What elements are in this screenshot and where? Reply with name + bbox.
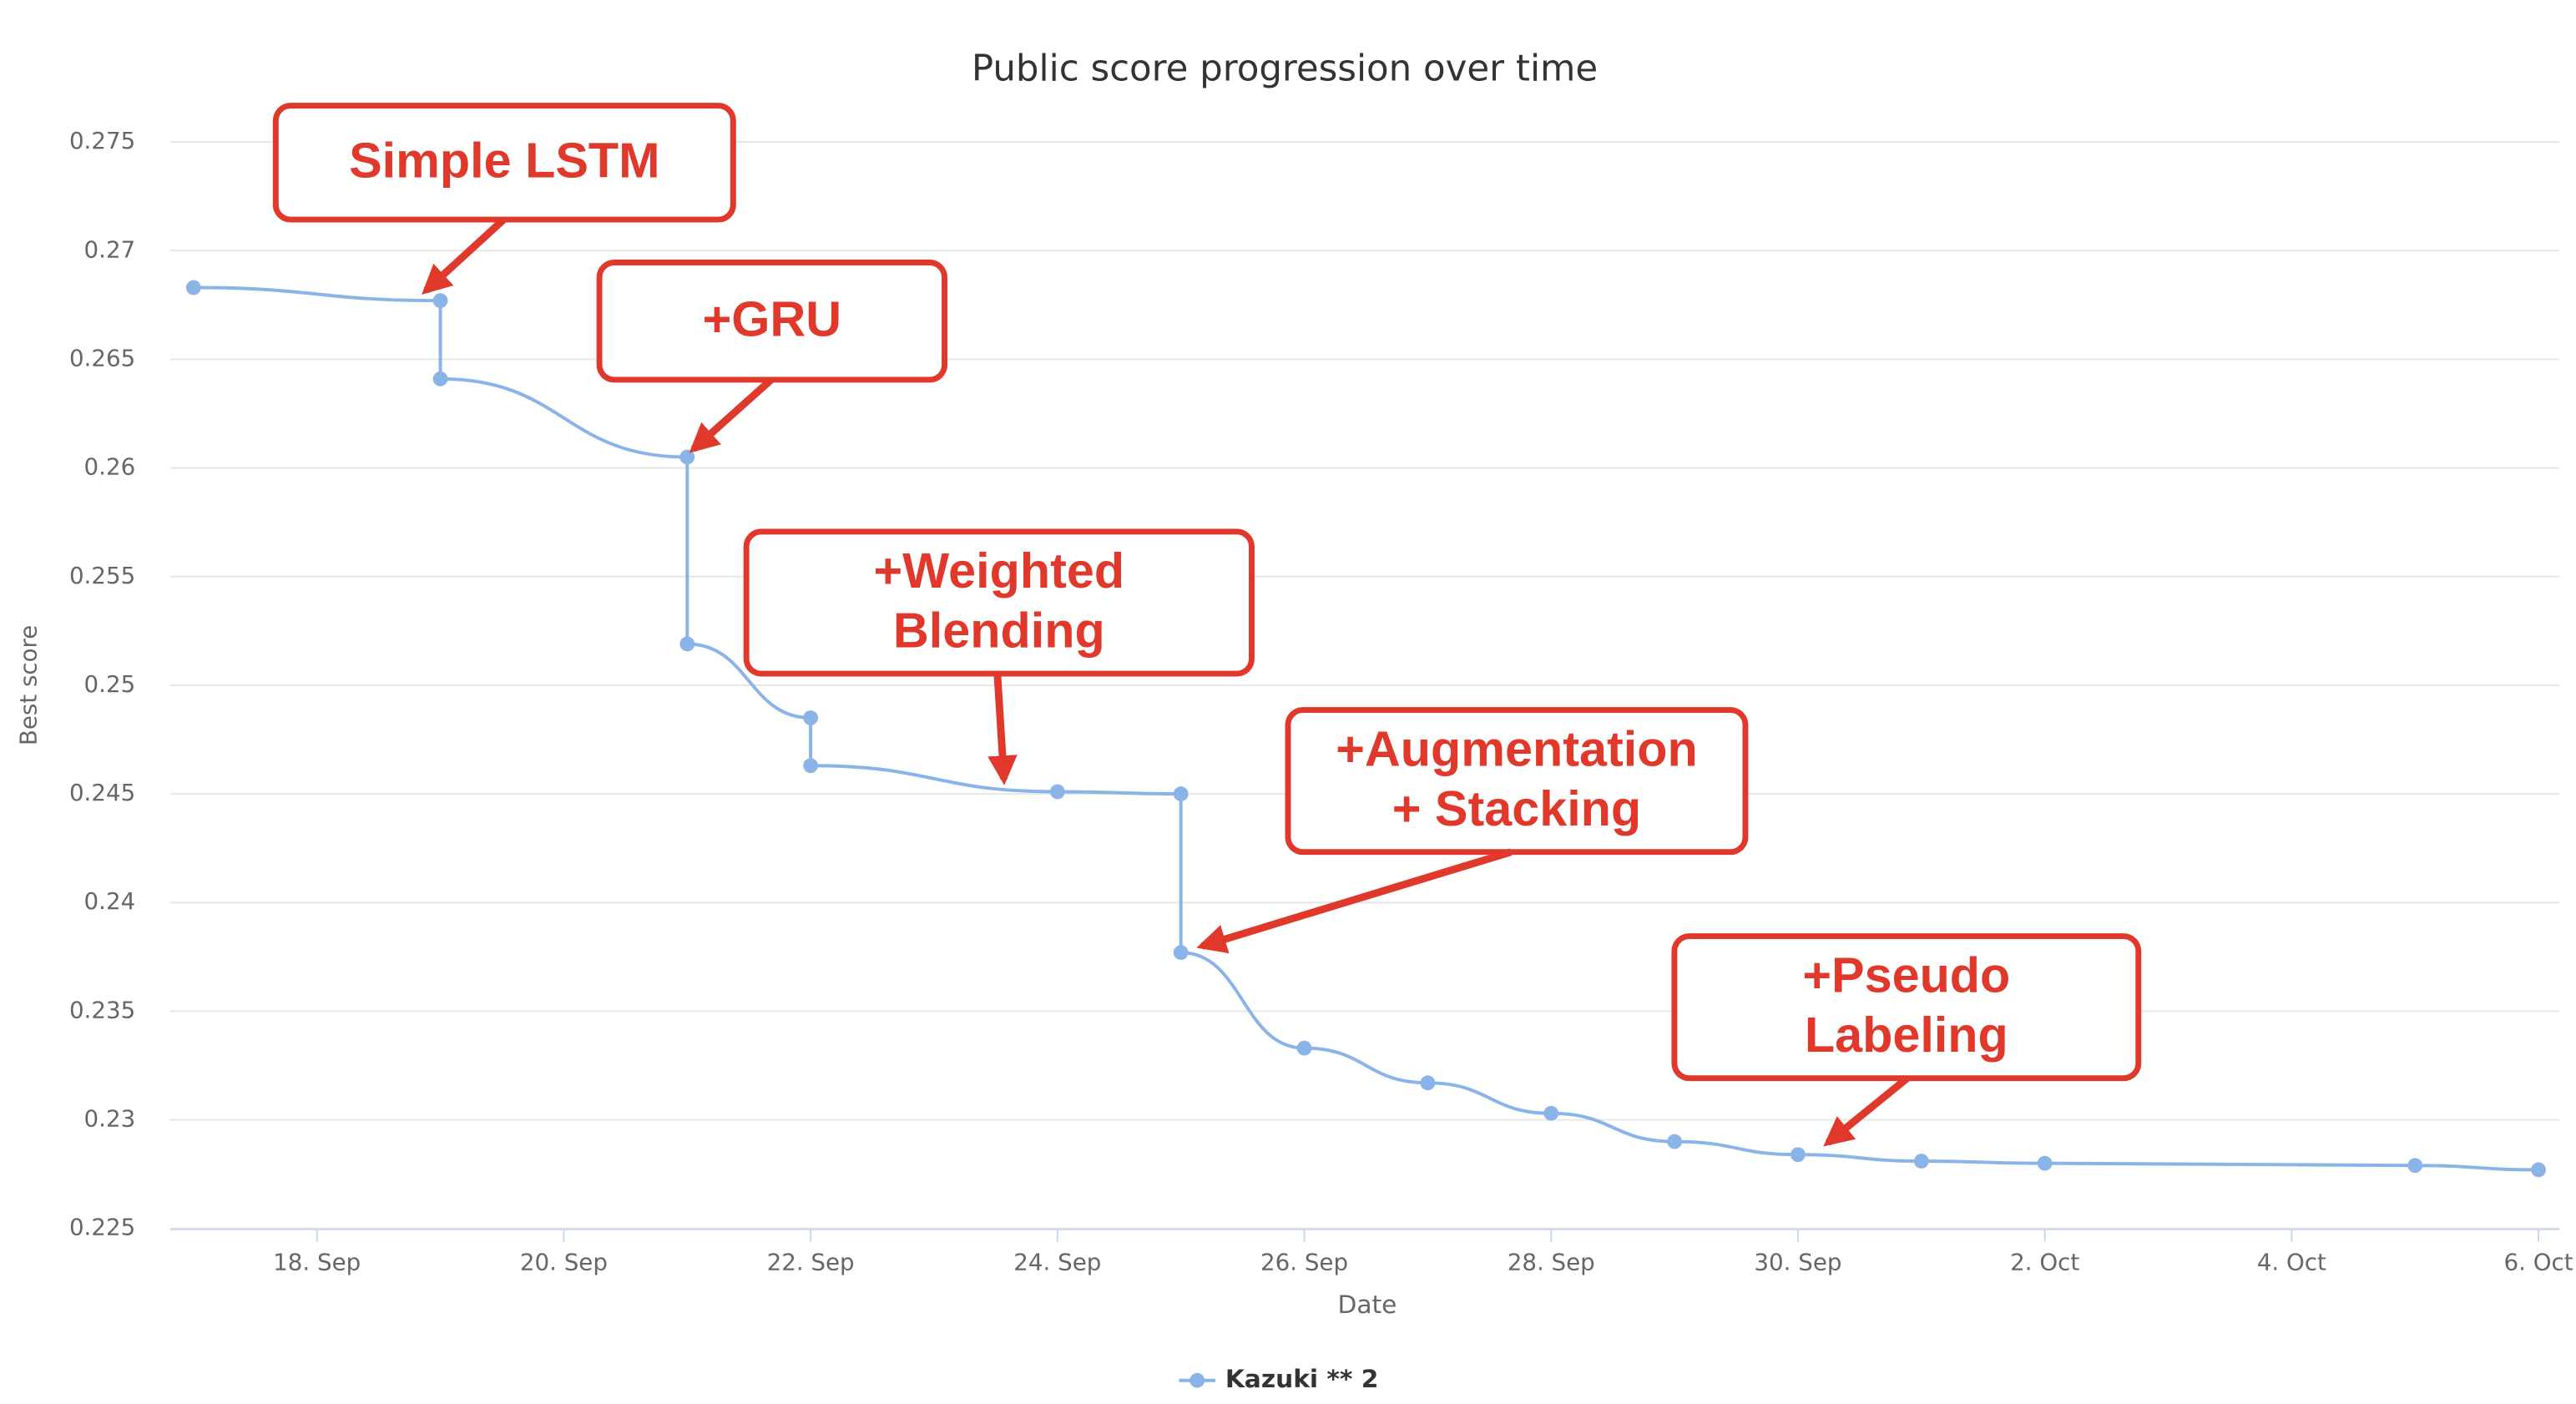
data-point bbox=[1913, 1154, 1929, 1169]
x-tick-label: 22. Sep bbox=[767, 1248, 855, 1275]
y-tick-label: 0.26 bbox=[84, 453, 136, 481]
y-axis-label: Best score bbox=[15, 625, 43, 746]
annotation-text: Labeling bbox=[1805, 1007, 2008, 1063]
annotation-box bbox=[272, 103, 736, 223]
y-tick-label: 0.275 bbox=[69, 127, 135, 154]
annotation-box bbox=[596, 260, 947, 383]
data-point bbox=[1667, 1134, 1683, 1149]
data-point bbox=[1791, 1147, 1806, 1163]
data-point bbox=[1173, 786, 1189, 801]
annotation-box bbox=[1285, 707, 1749, 856]
annotation-text: +Weighted bbox=[874, 543, 1125, 598]
y-tick-label: 0.23 bbox=[84, 1105, 136, 1133]
x-tick-label: 18. Sep bbox=[273, 1248, 361, 1275]
y-tick-label: 0.24 bbox=[84, 887, 136, 915]
annotation-text: +Pseudo bbox=[1802, 947, 2010, 1003]
annotation-arrow bbox=[987, 673, 1018, 785]
chart-title: Public score progression over time bbox=[972, 48, 1598, 90]
data-point bbox=[1296, 1040, 1312, 1056]
annotation-text: Simple LSTM bbox=[349, 132, 659, 188]
data-point bbox=[2407, 1158, 2423, 1174]
data-point bbox=[2037, 1155, 2053, 1171]
data-point bbox=[432, 371, 448, 386]
data-point bbox=[185, 280, 201, 295]
y-tick-label: 0.245 bbox=[69, 779, 135, 806]
x-tick-label: 30. Sep bbox=[1754, 1248, 1841, 1275]
y-tick-label: 0.25 bbox=[84, 670, 136, 698]
x-axis-label: Date bbox=[1338, 1290, 1397, 1319]
data-point bbox=[2531, 1162, 2546, 1178]
x-tick-label: 26. Sep bbox=[1260, 1248, 1348, 1275]
data-point bbox=[679, 636, 695, 652]
x-tick-label: 28. Sep bbox=[1508, 1248, 1595, 1275]
y-tick-label: 0.235 bbox=[69, 996, 135, 1023]
x-tick-label: 4. Oct bbox=[2257, 1248, 2326, 1275]
data-point bbox=[432, 293, 448, 309]
data-point bbox=[1049, 784, 1065, 800]
x-tick-label: 6. Oct bbox=[2504, 1248, 2573, 1275]
annotation-text: Blending bbox=[893, 602, 1105, 658]
y-tick-label: 0.265 bbox=[69, 344, 135, 371]
annotation-arrow bbox=[689, 376, 774, 453]
annotation-arrow bbox=[422, 216, 507, 295]
y-tick-label: 0.27 bbox=[84, 235, 136, 263]
y-tick-label: 0.255 bbox=[69, 562, 135, 589]
y-tick-label: 0.225 bbox=[69, 1214, 135, 1241]
x-tick-label: 2. Oct bbox=[2010, 1248, 2079, 1275]
x-tick-label: 24. Sep bbox=[1013, 1248, 1101, 1275]
annotation-text: +Augmentation bbox=[1336, 721, 1697, 777]
legend-label: Kazuki ** 2 bbox=[1225, 1364, 1379, 1393]
data-point bbox=[1173, 945, 1189, 961]
data-point bbox=[803, 710, 819, 725]
annotation-text: +GRU bbox=[703, 290, 841, 346]
data-point bbox=[1420, 1075, 1436, 1091]
data-point bbox=[803, 758, 819, 774]
legend-marker bbox=[1190, 1372, 1205, 1388]
data-point bbox=[679, 449, 695, 465]
annotation-text: + Stacking bbox=[1392, 780, 1641, 836]
annotation-arrow bbox=[1823, 1075, 1910, 1147]
x-tick-label: 20. Sep bbox=[520, 1248, 608, 1275]
annotation-arrow bbox=[1196, 848, 1513, 954]
data-point bbox=[1543, 1105, 1559, 1121]
